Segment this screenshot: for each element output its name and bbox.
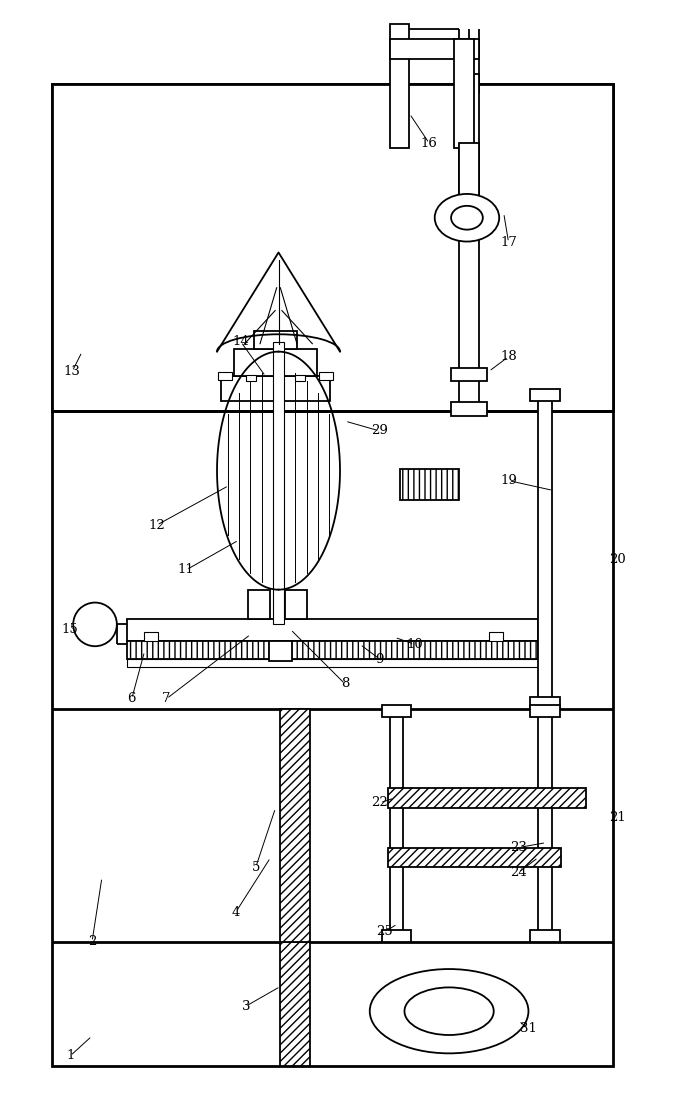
Text: 6: 6 [127, 692, 136, 705]
Bar [388, 788, 586, 807]
Bar [388, 847, 561, 868]
Text: 3: 3 [241, 1000, 250, 1013]
Bar [221, 376, 330, 402]
Text: 16: 16 [421, 136, 438, 150]
Bar [143, 632, 158, 641]
Bar [248, 590, 269, 619]
Text: 23: 23 [510, 842, 527, 854]
Bar [459, 74, 479, 411]
Bar [218, 373, 232, 381]
Text: 29: 29 [371, 425, 388, 438]
Text: 7: 7 [162, 692, 171, 705]
Bar [539, 708, 552, 937]
Bar [530, 705, 560, 716]
Bar [381, 930, 411, 942]
Bar [319, 373, 333, 381]
Bar [269, 641, 292, 661]
Text: 8: 8 [341, 678, 349, 691]
Bar [489, 632, 503, 641]
Bar [390, 40, 479, 59]
Bar [459, 143, 479, 202]
Text: 18: 18 [500, 350, 517, 363]
Text: 15: 15 [62, 623, 79, 636]
Bar [286, 590, 307, 619]
Bar [254, 331, 297, 349]
Bar [530, 930, 560, 942]
Bar [530, 696, 560, 708]
Bar [451, 367, 487, 382]
Text: 9: 9 [375, 652, 384, 666]
Bar [381, 705, 411, 716]
Bar [390, 708, 403, 937]
Bar [390, 24, 409, 149]
Text: 25: 25 [376, 925, 393, 938]
Text: 24: 24 [510, 866, 527, 879]
Bar [280, 942, 310, 1066]
Text: 17: 17 [500, 236, 517, 249]
Ellipse shape [435, 194, 499, 242]
Bar [451, 403, 487, 416]
Text: 2: 2 [88, 935, 97, 948]
Text: 13: 13 [64, 365, 81, 378]
Bar [539, 392, 552, 708]
Bar [280, 708, 310, 942]
Bar [126, 659, 539, 667]
Bar [530, 389, 560, 402]
Ellipse shape [370, 969, 528, 1054]
Text: 31: 31 [520, 1022, 537, 1035]
Text: 21: 21 [609, 812, 626, 824]
Text: 12: 12 [148, 519, 165, 531]
Text: 1: 1 [66, 1049, 74, 1063]
Bar [234, 349, 317, 376]
Text: 11: 11 [178, 563, 194, 576]
Bar [400, 469, 459, 500]
Bar [126, 619, 539, 641]
Bar [52, 84, 613, 1066]
Text: 22: 22 [371, 796, 388, 810]
Text: 5: 5 [252, 861, 260, 873]
Ellipse shape [451, 206, 483, 230]
Bar [273, 342, 284, 625]
Text: 14: 14 [233, 336, 249, 349]
Text: 4: 4 [232, 905, 240, 918]
Bar [295, 375, 305, 382]
Text: 20: 20 [609, 553, 626, 566]
Text: 19: 19 [500, 474, 517, 487]
Bar [454, 40, 474, 148]
Text: 10: 10 [406, 638, 423, 651]
Bar [52, 84, 613, 411]
Bar [126, 641, 539, 659]
Bar [245, 375, 256, 382]
Ellipse shape [405, 988, 494, 1035]
